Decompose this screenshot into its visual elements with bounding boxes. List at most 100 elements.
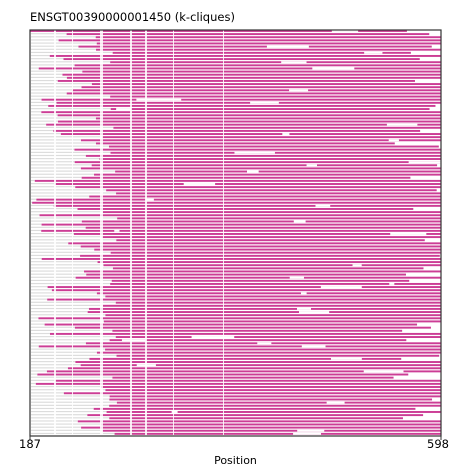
row-low-coverage <box>31 117 96 119</box>
row-low-coverage <box>31 136 103 138</box>
row-low-coverage <box>31 264 104 266</box>
row-low-coverage <box>31 307 89 310</box>
row-low-coverage <box>31 123 47 125</box>
row-low-coverage <box>31 295 106 297</box>
row-low-coverage <box>31 98 42 100</box>
row-gap <box>388 139 399 142</box>
row-aligned-segment <box>63 58 420 61</box>
row-aligned-segment <box>60 133 442 135</box>
row-gap <box>136 98 182 101</box>
row-aligned-segment <box>108 145 439 148</box>
row-gap <box>257 342 272 345</box>
row-aligned-segment <box>41 257 441 260</box>
row-low-coverage <box>31 89 73 91</box>
row-aligned-segment <box>112 267 424 270</box>
row-gap <box>306 164 317 167</box>
row-low-coverage <box>31 332 50 335</box>
row-low-coverage <box>31 276 76 278</box>
row-low-coverage <box>31 336 116 338</box>
row-aligned-segment <box>32 201 441 204</box>
row-gap <box>296 307 311 310</box>
row-low-coverage <box>31 176 82 178</box>
row-low-coverage <box>31 226 86 228</box>
row-low-coverage <box>31 233 74 235</box>
row-low-coverage <box>31 183 55 185</box>
row-low-coverage <box>31 70 83 72</box>
row-gap <box>330 357 362 360</box>
row-low-coverage <box>31 111 42 113</box>
row-low-coverage <box>31 386 101 388</box>
row-gap <box>390 233 427 235</box>
row-low-coverage <box>31 173 95 175</box>
row-aligned-segment <box>75 186 441 189</box>
row-low-coverage <box>31 373 38 375</box>
row-low-coverage <box>31 429 103 431</box>
row-low-coverage <box>31 36 96 38</box>
row-low-coverage <box>31 292 97 294</box>
row-aligned-segment <box>81 220 441 223</box>
row-aligned-segment <box>110 251 441 254</box>
row-low-coverage <box>31 39 59 41</box>
row-low-coverage <box>31 370 47 372</box>
row-aligned-segment <box>62 73 442 76</box>
row-gap <box>293 220 306 223</box>
row-low-coverage <box>31 189 107 191</box>
row-gap <box>386 123 418 126</box>
row-low-coverage <box>31 361 76 363</box>
x-tick-label-min: 187 <box>19 437 41 451</box>
gap-column <box>173 30 174 436</box>
row-aligned-segment <box>63 392 442 395</box>
row-aligned-segment <box>38 317 442 320</box>
row-low-coverage <box>31 317 39 319</box>
alignment-rows <box>30 30 454 435</box>
row-aligned-segment <box>112 376 394 379</box>
row-low-coverage <box>31 214 40 216</box>
row-aligned-segment <box>87 414 424 417</box>
row-gap <box>114 229 120 232</box>
row-low-coverage <box>31 154 86 157</box>
row-low-coverage <box>31 151 111 153</box>
row-aligned-segment <box>55 379 441 382</box>
row-gap <box>116 108 132 111</box>
row-aligned-segment <box>49 332 442 335</box>
row-low-coverage <box>31 395 110 397</box>
row-low-coverage <box>31 211 103 213</box>
row-gap <box>282 133 290 135</box>
row-low-coverage <box>31 129 54 132</box>
row-low-coverage <box>31 242 69 244</box>
row-aligned-segment <box>38 345 442 348</box>
row-low-coverage <box>31 58 64 60</box>
row-low-coverage <box>31 79 58 82</box>
row-aligned-segment <box>96 351 441 354</box>
row-low-coverage <box>31 423 101 425</box>
row-gap <box>250 101 279 104</box>
row-gap <box>183 183 216 185</box>
row-aligned-segment <box>105 314 441 317</box>
row-aligned-segment <box>116 192 442 195</box>
row-aligned-segment <box>41 111 441 114</box>
row-aligned-segment <box>116 354 440 357</box>
row-low-coverage <box>31 345 39 347</box>
row-gap <box>389 282 395 285</box>
row-low-coverage <box>31 311 88 313</box>
row-aligned-segment <box>66 33 430 36</box>
row-aligned-segment <box>86 273 406 276</box>
row-low-coverage <box>31 289 52 291</box>
row-low-coverage <box>31 357 90 360</box>
row-aligned-segment <box>109 398 433 401</box>
row-aligned-segment <box>110 108 430 111</box>
row-aligned-segment <box>49 54 441 57</box>
row-low-coverage <box>31 261 98 263</box>
row-aligned-segment <box>48 104 436 107</box>
row-aligned-segment <box>102 136 441 139</box>
row-aligned-segment <box>39 214 442 217</box>
row-low-coverage <box>31 133 61 135</box>
row-aligned-segment <box>47 298 441 301</box>
row-low-coverage <box>31 158 100 160</box>
x-tick-label-max: 598 <box>427 437 449 451</box>
row-gap <box>293 432 322 435</box>
row-low-coverage <box>31 342 86 344</box>
row-aligned-segment <box>88 307 442 310</box>
row-low-coverage <box>31 382 36 385</box>
row-aligned-segment <box>46 370 441 373</box>
